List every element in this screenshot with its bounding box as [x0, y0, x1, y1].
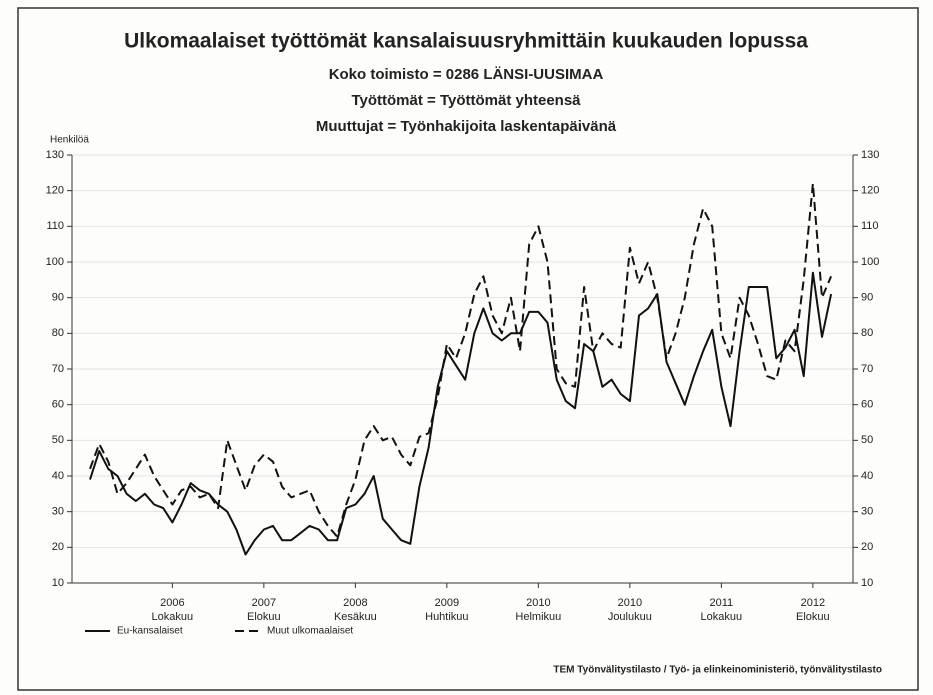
subtitle: Muuttujat = Työnhakijoita laskentapäivän… — [316, 118, 617, 135]
y-tick-label: 60 — [52, 399, 64, 411]
x-tick-label: 2012 Elokuu — [796, 597, 830, 623]
series-line — [89, 182, 833, 538]
y2-tick-label: 70 — [861, 363, 873, 375]
legend-label: Muut ulkomaalaiset — [267, 626, 353, 637]
y2-tick-label: 60 — [861, 399, 873, 411]
y-tick-label: 50 — [52, 434, 64, 446]
y2-tick-label: 10 — [861, 577, 873, 589]
y-tick-label: 80 — [52, 327, 64, 339]
x-tick-label: 2006 Lokakuu — [151, 597, 194, 623]
legend-label: Eu-kansalaiset — [117, 626, 183, 637]
y2-tick-label: 130 — [861, 149, 879, 161]
y-tick-label: 110 — [46, 220, 64, 232]
y2-tick-label: 90 — [861, 292, 873, 304]
y-axis-label: Henkilöä — [50, 135, 89, 146]
x-tick-label: 2010 Helmikuu — [515, 597, 562, 623]
x-tick-label: 2011 Lokakuu — [700, 597, 743, 623]
x-tick-label: 2008 Kesäkuu — [333, 597, 377, 623]
y2-tick-label: 120 — [861, 185, 879, 197]
frame — [17, 7, 919, 691]
subtitle: Työttömät = Työttömät yhteensä — [351, 92, 581, 109]
y-tick-label: 10 — [52, 577, 64, 589]
x-tick-label: 2009 Huhtikuu — [425, 597, 469, 623]
y2-tick-label: 110 — [861, 220, 879, 232]
y-tick-label: 120 — [46, 185, 64, 197]
chart-title: Ulkomaalaiset työttömät kansalaisuusryhm… — [124, 30, 808, 53]
x-tick-label: 2010 Joulukuu — [607, 597, 652, 623]
y-tick-label: 100 — [46, 256, 64, 268]
y2-tick-label: 20 — [861, 541, 873, 553]
source: TEM Työnvälitystilasto / Työ- ja elinkei… — [553, 665, 882, 676]
y2-tick-label: 30 — [861, 506, 873, 518]
y-tick-label: 30 — [52, 506, 64, 518]
y2-tick-label: 50 — [861, 434, 873, 446]
y-tick-label: 90 — [52, 292, 64, 304]
x-tick-label: 2007 Elokuu — [247, 597, 281, 623]
y-tick-label: 70 — [52, 363, 64, 375]
y-tick-label: 130 — [46, 149, 64, 161]
y2-tick-label: 80 — [861, 327, 873, 339]
y-tick-label: 40 — [52, 470, 64, 482]
y2-tick-label: 40 — [861, 470, 873, 482]
y-tick-label: 20 — [52, 541, 64, 553]
y2-tick-label: 100 — [861, 256, 879, 268]
subtitle: Koko toimisto = 0286 LÄNSI-UUSIMAA — [329, 66, 604, 83]
